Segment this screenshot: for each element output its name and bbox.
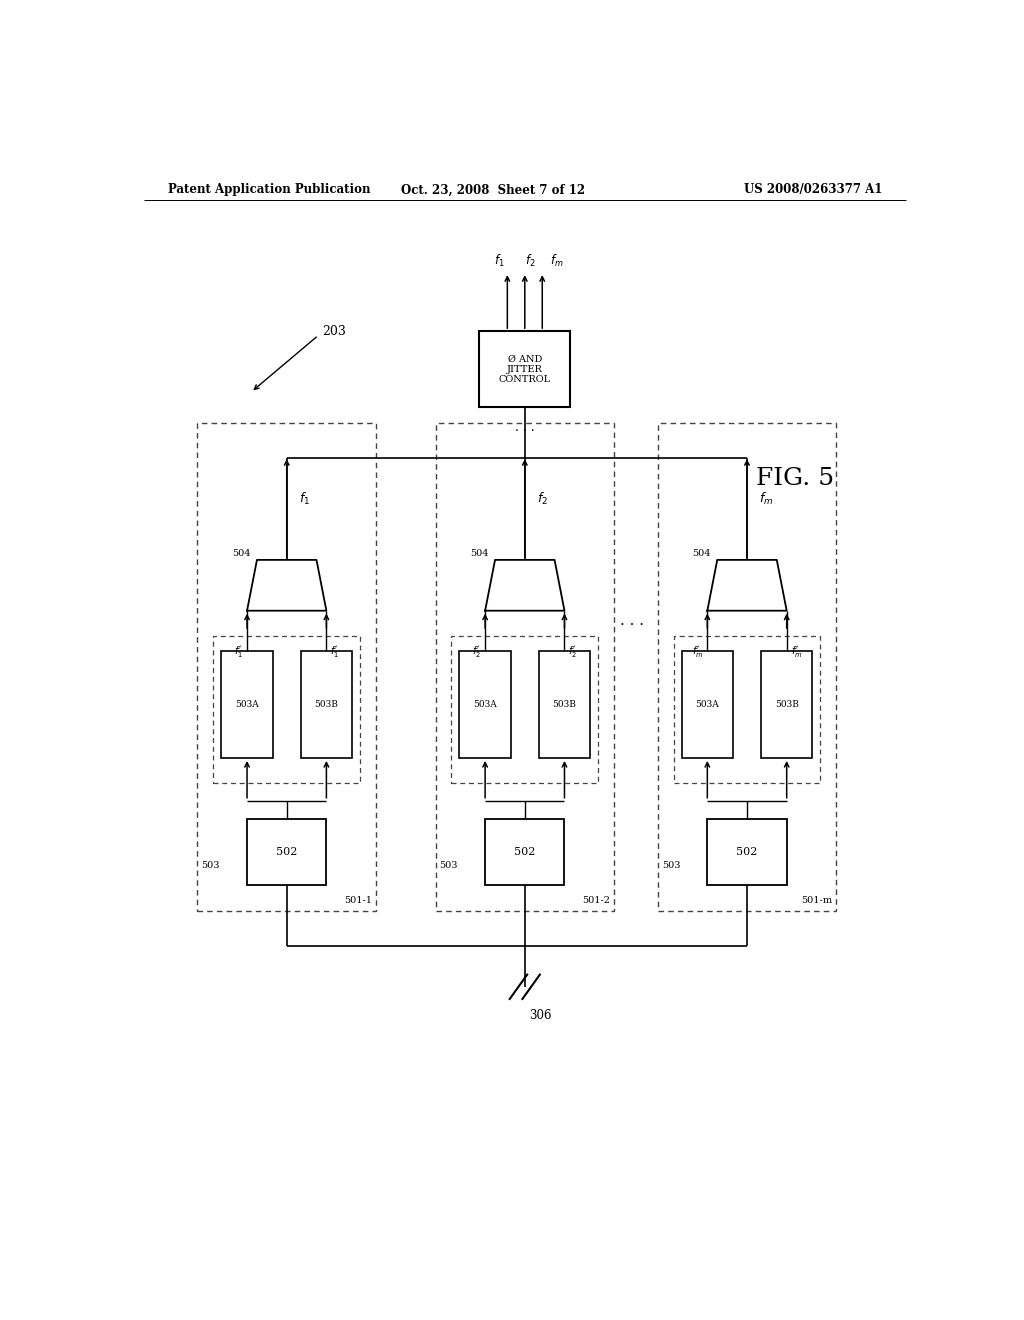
Text: $f_2'$: $f_2'$ [568,644,578,659]
Text: 503A: 503A [473,700,497,709]
Text: 503A: 503A [236,700,259,709]
FancyBboxPatch shape [460,651,511,758]
Text: $f_1'$: $f_1'$ [331,644,339,659]
FancyBboxPatch shape [485,818,564,886]
Text: $f_2$: $f_2$ [524,253,536,269]
Text: Patent Application Publication: Patent Application Publication [168,183,371,197]
Text: FIG. 5: FIG. 5 [756,467,834,490]
Text: 503: 503 [439,861,458,870]
Text: 503B: 503B [314,700,338,709]
FancyBboxPatch shape [301,651,352,758]
Text: 503: 503 [662,861,680,870]
Text: $f_m$: $f_m$ [550,253,564,269]
Polygon shape [485,560,564,611]
Text: Ø AND
JITTER
CONTROL: Ø AND JITTER CONTROL [499,354,551,384]
Text: 203: 203 [323,325,346,338]
Text: $f_1$: $f_1$ [299,491,309,507]
Text: $f_m'$: $f_m'$ [692,644,703,659]
FancyBboxPatch shape [221,651,272,758]
Text: $f_2$: $f_2$ [537,491,548,507]
Text: 504: 504 [470,549,488,558]
Text: 306: 306 [528,1008,551,1022]
Text: 503B: 503B [775,700,799,709]
FancyBboxPatch shape [761,651,812,758]
Text: 502: 502 [514,847,536,857]
Text: 504: 504 [232,549,251,558]
Polygon shape [247,560,327,611]
Text: 503: 503 [202,861,220,870]
Text: . . .: . . . [620,614,644,628]
Text: $f_1$: $f_1$ [494,253,504,269]
FancyBboxPatch shape [247,818,327,886]
FancyBboxPatch shape [682,651,733,758]
Text: 502: 502 [276,847,297,857]
Text: 502: 502 [736,847,758,857]
Text: US 2008/0263377 A1: US 2008/0263377 A1 [743,183,882,197]
Text: 503B: 503B [553,700,577,709]
Text: . . .: . . . [515,421,535,434]
Text: 501-2: 501-2 [582,896,610,906]
FancyBboxPatch shape [708,818,786,886]
Text: $f_m$: $f_m$ [759,491,773,507]
Text: Oct. 23, 2008  Sheet 7 of 12: Oct. 23, 2008 Sheet 7 of 12 [401,183,585,197]
Polygon shape [708,560,786,611]
Text: $f_1'$: $f_1'$ [234,644,243,659]
Text: 504: 504 [692,549,711,558]
Text: $f_2'$: $f_2'$ [472,644,481,659]
Text: 501-1: 501-1 [344,896,372,906]
Text: $f_m'$: $f_m'$ [791,644,802,659]
Text: 503A: 503A [695,700,719,709]
FancyBboxPatch shape [539,651,590,758]
FancyBboxPatch shape [479,331,570,408]
Text: 501-m: 501-m [801,896,833,906]
